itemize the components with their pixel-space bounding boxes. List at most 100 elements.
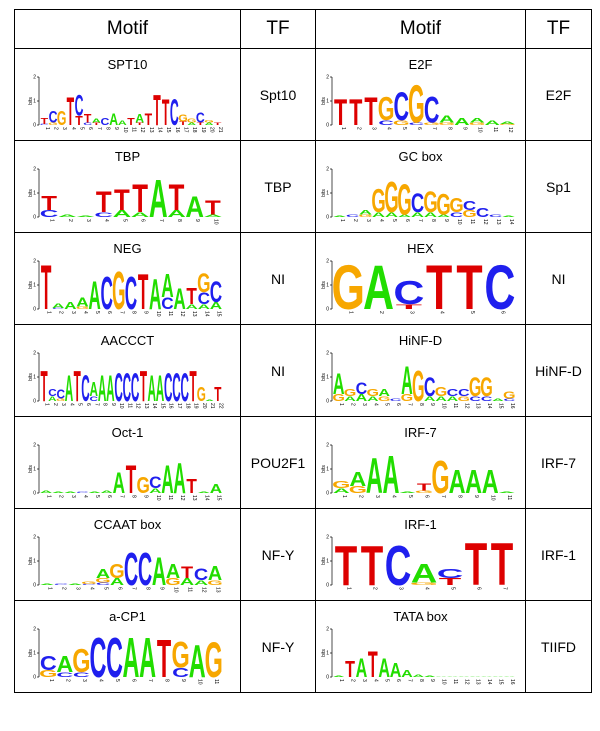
y-tick-label: 1 [326, 99, 329, 105]
logo-letter-a: A [151, 548, 165, 594]
x-tick-label: 8 [176, 219, 182, 222]
x-tick-label: 7 [130, 587, 136, 590]
x-tick-label: 2 [349, 403, 355, 406]
logo-letter-g: G [358, 214, 372, 218]
logo-letter-c: C [89, 627, 106, 690]
tf-cell-right: Sp1 [525, 140, 592, 233]
x-tick-label: 13 [142, 403, 148, 409]
logo-letter-c: C [180, 366, 188, 411]
motif-name: Oct-1 [111, 425, 144, 440]
logo-letter-t: T [395, 303, 422, 311]
y-tick-label: 1 [326, 191, 329, 197]
logo-letter-a: A [112, 208, 131, 219]
x-tick-label: 15 [497, 679, 503, 685]
x-tick-label: 13 [191, 495, 197, 501]
tf-name: IRF-7 [541, 454, 576, 471]
x-tick-label: 20 [200, 403, 206, 409]
x-tick-label: 14 [486, 403, 492, 409]
logo-letter-c: C [469, 395, 481, 403]
logo-letter-a: A [435, 395, 447, 403]
logo-letter-c: C [475, 205, 489, 220]
x-tick-label: 7 [157, 219, 163, 222]
logo-letter-t: T [464, 531, 486, 598]
x-tick-label: 5 [102, 587, 108, 590]
logo-letter-a: A [39, 490, 51, 494]
y-tick-label: 1 [33, 191, 36, 197]
table-row: TBP 0 1 2 bits C T A A C T A T A T A A T A A T 1 2 3 4 5 6 7 8 9 10 TBP… [14, 140, 592, 233]
x-tick-label: 4 [390, 495, 396, 498]
logo-letter-c: C [39, 208, 58, 219]
logo-letter-c: C [480, 395, 492, 403]
y-tick-label: 0 [326, 215, 329, 221]
logo-letter-g: G [136, 473, 149, 499]
logo-letter-c: C [114, 366, 122, 411]
table-row: Oct-1 0 1 2 bits A A A C A A A T G A C A A T A A 1 2 3 4 5 6 7 8 9 10 1… [14, 416, 592, 509]
logo-letter-c: C [56, 671, 73, 679]
logo-letter-c: C [195, 109, 204, 125]
motif-cell-left: Oct-1 0 1 2 bits A A A C A A A T G A C A A T A A 1 2 3 4 5 6 7 8 9 10 1… [14, 416, 241, 509]
logo-letter-a: A [446, 395, 458, 403]
x-tick-label: 3 [61, 127, 67, 130]
logo-letter-a: A [332, 215, 346, 217]
logo-letter-c: C [488, 214, 502, 218]
logo-letter-c: C [410, 188, 423, 218]
x-tick-label: 6 [106, 495, 112, 498]
x-tick-label: 15 [215, 311, 221, 317]
logo-letter-c: C [378, 120, 394, 127]
logo-letter-a: A [446, 676, 458, 677]
x-tick-label: 13 [147, 127, 153, 133]
motif-name: AACCCT [100, 333, 155, 348]
x-tick-label: 1 [43, 403, 49, 406]
x-tick-label: 4 [88, 587, 94, 590]
y-tick-label: 0 [326, 675, 329, 681]
x-tick-label: 3 [373, 495, 379, 498]
logo-letter-g: G [408, 74, 425, 134]
x-tick-label: 1 [347, 311, 353, 314]
logo-letter-t: T [73, 361, 80, 410]
logo-letter-t: T [135, 122, 143, 126]
logo-letter-a: A [412, 674, 424, 678]
motif-name: a-CP1 [109, 609, 146, 624]
logo-letter-t: T [205, 196, 221, 219]
logo-letter-a: A [398, 491, 415, 493]
logo-letter-a: A [469, 676, 481, 677]
logo-letter-a: A [332, 487, 349, 495]
x-tick-label: 11 [166, 495, 172, 500]
logo-letter-a: A [401, 668, 413, 679]
logo-letter-g: G [457, 395, 470, 403]
logo-letter-a: A [384, 211, 397, 219]
logo-letter-c: C [197, 289, 209, 308]
tf-name: NI [271, 270, 285, 287]
x-tick-label: 8 [417, 679, 423, 682]
logo-letter-g: G [332, 392, 345, 403]
x-tick-label: 9 [461, 127, 467, 130]
logo-letter-a: A [401, 358, 413, 403]
x-tick-label: 10 [172, 587, 178, 593]
y-axis-label: bits [321, 465, 327, 473]
y-axis-label: bits [321, 97, 327, 105]
table-row: AACCCT 0 1 2 bits T A C G C A T C C A A A C C C T A A C C C T G A T 1 2… [14, 324, 592, 417]
x-tick-label: 7 [147, 679, 153, 682]
motif-cell-right: E2F 0 1 2 bits T T T C G G C C G G C G A A G A A G A 1 2 3 4 5 6 7 8 9 10… [315, 48, 526, 141]
motif-name: HEX [407, 241, 434, 256]
logo-letter-g: G [56, 398, 66, 402]
y-tick-label: 2 [326, 351, 329, 357]
y-axis-label: bits [321, 189, 327, 197]
logo-letter-a: A [147, 367, 155, 409]
y-axis-label: bits [28, 557, 34, 565]
x-tick-label: 2 [60, 587, 66, 590]
logo-letter-a: A [135, 112, 144, 126]
tf-name: NI [271, 362, 285, 379]
motif-cell-left: CCAAT box 0 1 2 bits A C A C G C G A A G C C A G A A T A C G A 1 2 3… [14, 508, 241, 601]
logo-letter-g: G [332, 479, 350, 490]
x-tick-label: 12 [506, 127, 512, 133]
y-axis-label: bits [28, 373, 34, 381]
x-tick-label: 1 [45, 495, 51, 498]
tf-cell-left: Spt10 [240, 48, 316, 141]
x-tick-label: 5 [406, 495, 412, 498]
x-tick-label: 2 [349, 679, 355, 682]
y-tick-label: 1 [326, 467, 329, 473]
